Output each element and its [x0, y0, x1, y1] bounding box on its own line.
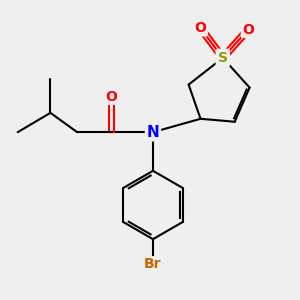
Text: Br: Br: [144, 257, 162, 272]
Text: S: S: [218, 51, 228, 65]
Text: S: S: [218, 51, 228, 65]
Text: N: N: [147, 125, 159, 140]
Text: O: O: [105, 89, 117, 103]
Text: O: O: [242, 22, 254, 37]
Text: O: O: [195, 21, 206, 35]
